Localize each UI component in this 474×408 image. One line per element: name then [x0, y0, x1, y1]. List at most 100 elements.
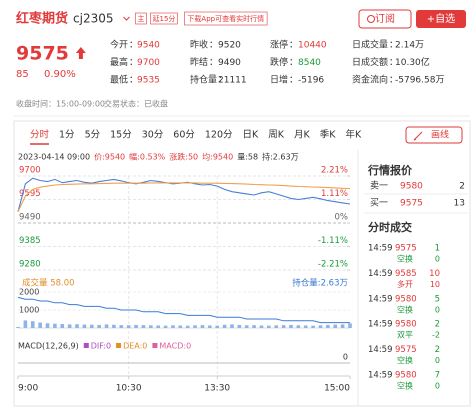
trade-volume: 1 — [435, 244, 440, 254]
trade-oi-change: 0 — [435, 382, 440, 391]
trade-price: 9580 — [395, 320, 417, 330]
subscribe-button[interactable]: 订阅 — [375, 12, 395, 25]
title: 红枣期货 — [16, 11, 68, 27]
draw-icon — [413, 131, 423, 141]
volume-bar — [230, 324, 234, 328]
volume-bar — [45, 323, 50, 328]
tag: 延15分 — [153, 14, 176, 23]
volume-bar — [274, 325, 279, 328]
stat-label: 最低 — [110, 74, 128, 86]
volume-bar — [23, 320, 28, 328]
average-line — [17, 182, 351, 213]
macd-swatch — [152, 343, 158, 348]
volume-bar — [340, 324, 345, 328]
tab[interactable]: 5分 — [85, 130, 101, 141]
stat-value: 21111 — [218, 76, 247, 86]
tab[interactable]: 1分 — [59, 130, 75, 141]
tag-box — [150, 12, 178, 25]
stat-label: 资金流向 — [352, 74, 388, 86]
volume-bar — [311, 325, 315, 328]
volume-bar — [97, 324, 101, 328]
volume-bar — [178, 325, 183, 328]
volume-bar — [112, 324, 116, 328]
volume-bar — [126, 325, 131, 328]
macd-swatch — [83, 343, 89, 348]
volume-bar — [237, 324, 242, 328]
volume-bar — [303, 325, 308, 328]
tab[interactable]: 年K — [345, 129, 362, 141]
volume-bar — [163, 325, 168, 328]
tab[interactable]: 月K — [294, 130, 311, 141]
stat-value: 9700 — [137, 58, 160, 68]
tag: 主 — [138, 14, 145, 23]
oi-label: 持仓量:2.63万 — [292, 278, 348, 289]
trade-state: 交易状态：已收盘 — [104, 99, 168, 109]
volume-bar — [60, 324, 65, 328]
chart-info: 均:9540 — [202, 152, 233, 162]
y-tick-label: 9490 — [19, 213, 41, 223]
draw-button[interactable]: 画线 — [431, 129, 449, 141]
stat-value: 9520 — [218, 41, 241, 51]
chart-info: 量:58 — [237, 153, 258, 162]
download-hint: 下载App可查看实时行情 — [187, 14, 264, 23]
tab[interactable]: 周K — [268, 130, 285, 141]
stat-colon: ： — [289, 41, 298, 51]
tab[interactable]: 分时 — [30, 129, 50, 141]
stat-value: 9490 — [218, 58, 241, 68]
y-tick-label: 9595 — [19, 189, 41, 199]
volume-bar — [222, 324, 227, 328]
volume-bar — [318, 325, 323, 328]
volume-bar — [244, 325, 249, 328]
orderbook-qty: 2 — [459, 182, 465, 192]
trade-price: 9585 — [395, 269, 417, 279]
stat-colon: ： — [129, 41, 138, 51]
volume-bar — [141, 325, 146, 328]
volume-bar — [333, 324, 338, 328]
tab[interactable]: 季K — [320, 129, 337, 141]
y2-tick-label: -1.11% — [318, 236, 348, 246]
watchlist-button[interactable]: +自选 — [427, 12, 455, 25]
volume-bar — [215, 325, 220, 328]
trade-oi-change: -2 — [432, 331, 440, 340]
stat-colon: ： — [389, 76, 398, 86]
stat-label: 日成交量 — [352, 39, 388, 51]
volume-bar — [208, 325, 212, 328]
volume-bar — [289, 324, 293, 328]
tab[interactable]: 15分 — [110, 130, 132, 141]
draw-button-box[interactable] — [405, 126, 463, 144]
volume-bar — [259, 325, 264, 328]
volume-bar — [16, 326, 20, 328]
volume-bar — [267, 325, 271, 328]
volume-bar — [252, 325, 256, 328]
volume-tick-label: 1000 — [19, 306, 39, 315]
y2-tick-label: 2.21% — [321, 166, 348, 176]
chart-info: 持:2.63万 — [262, 152, 299, 162]
trade-oi-change: 0 — [435, 305, 440, 314]
stat-colon: ： — [129, 58, 138, 68]
trade-time: 14:59 — [368, 244, 393, 254]
stat-label: 日增 — [270, 74, 288, 86]
tab[interactable]: 120分 — [205, 130, 233, 141]
volume-bar — [134, 324, 138, 328]
tab[interactable]: 30分 — [142, 130, 164, 141]
stat-label: 持仓量 — [190, 74, 217, 86]
chart-info: 价:9540 — [94, 153, 125, 162]
subscribe-icon — [367, 15, 375, 23]
trade-type: 空换 — [397, 304, 413, 314]
tab[interactable]: 60分 — [173, 130, 195, 141]
stat-colon: ： — [218, 76, 227, 86]
subscribe-box[interactable] — [358, 9, 412, 29]
trade-volume: 7 — [435, 371, 440, 381]
stat-label: 今开 — [110, 39, 128, 51]
download-box — [184, 11, 268, 26]
stat-label: 涨停 — [270, 39, 288, 51]
stat-value: 2.14万 — [395, 41, 424, 51]
trade-type: 多开 — [397, 279, 413, 289]
watchlist-box[interactable] — [416, 10, 466, 28]
tab[interactable]: 日K — [243, 130, 260, 141]
macd-label: DIF:0 — [91, 342, 111, 351]
y-tick-label: 9700 — [19, 166, 41, 176]
trade-time: 14:59 — [368, 269, 393, 279]
stat-value: -5196 — [298, 76, 324, 86]
trade-price: 9575 — [395, 345, 417, 355]
